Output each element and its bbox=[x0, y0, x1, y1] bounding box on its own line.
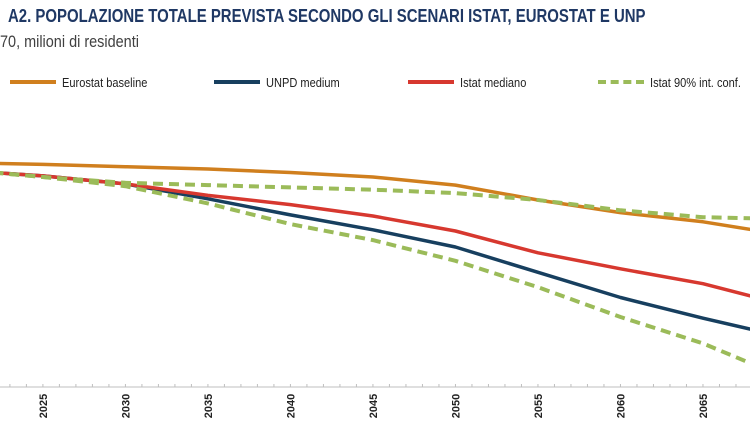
series-line-istat-mediano bbox=[0, 171, 750, 298]
legend-label: Istat mediano bbox=[460, 74, 527, 90]
series-line-eurostat-baseline bbox=[0, 161, 750, 232]
legend-swatch bbox=[408, 80, 454, 84]
x-tick-label: 2040 bbox=[285, 394, 297, 418]
x-tick-label: 2025 bbox=[38, 394, 50, 418]
x-tick-label: 2060 bbox=[615, 394, 627, 418]
legend-item-istat-90-conf: Istat 90% int. conf. bbox=[598, 74, 750, 90]
legend-swatch bbox=[214, 80, 260, 84]
series-line-unpd-medium bbox=[0, 171, 750, 331]
x-tick-label: 2055 bbox=[533, 394, 545, 418]
legend-label: UNPD medium bbox=[266, 74, 340, 90]
chart-title: A2. POPOLAZIONE TOTALE PREVISTA SECONDO … bbox=[8, 6, 646, 26]
legend-swatch bbox=[598, 80, 644, 84]
legend-item-istat-mediano: Istat mediano bbox=[408, 74, 538, 90]
legend-label: Istat 90% int. conf. bbox=[650, 74, 741, 90]
legend-item-eurostat-baseline: Eurostat baseline bbox=[10, 74, 162, 90]
x-tick-label: 2045 bbox=[368, 394, 380, 418]
series-line-istat-90-int-conf--upper bbox=[0, 171, 750, 221]
series-line-istat-90-int-conf--lower bbox=[0, 171, 750, 366]
legend-swatch bbox=[10, 80, 56, 84]
legend-label: Eurostat baseline bbox=[62, 74, 148, 90]
legend-item-unpd-medium: UNPD medium bbox=[214, 74, 353, 90]
x-tick-label: 2050 bbox=[450, 394, 462, 418]
x-tick-label: 2065 bbox=[698, 394, 710, 418]
x-tick-label: 2030 bbox=[120, 394, 132, 418]
chart-subtitle: 70, milioni di residenti bbox=[0, 32, 139, 51]
x-tick-label: 2035 bbox=[203, 394, 215, 418]
